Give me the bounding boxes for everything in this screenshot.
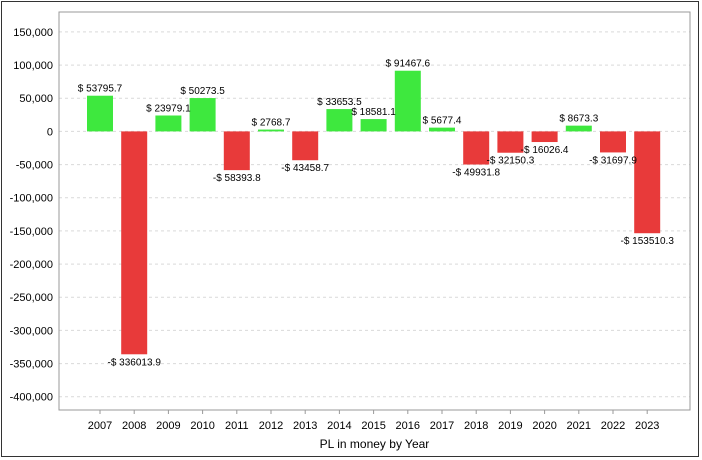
- gridlines: [59, 31, 690, 398]
- x-tick-label: 2015: [361, 420, 385, 432]
- x-tick-label: 2018: [464, 420, 488, 432]
- bar-2016: [394, 70, 421, 132]
- data-label-2012: $ 2768.7: [252, 118, 291, 129]
- x-tick-label: 2008: [122, 420, 146, 432]
- x-tick-label: 2021: [567, 420, 591, 432]
- y-tick-label: -300,000: [10, 325, 53, 337]
- bar-2007: [87, 95, 113, 132]
- bar-2019: [497, 131, 524, 153]
- x-axis-title: PL in money by Year: [320, 437, 430, 451]
- bars: [87, 70, 661, 355]
- y-tick-label: -400,000: [10, 392, 53, 404]
- bar-2010: [189, 98, 216, 132]
- x-tick-label: 2023: [635, 420, 659, 432]
- bar-2014: [326, 109, 353, 132]
- data-label-2016: $ 91467.6: [386, 59, 431, 70]
- x-tick-label: 2016: [396, 420, 420, 432]
- data-label-2007: $ 53795.7: [78, 84, 123, 95]
- y-tick-label: -150,000: [10, 226, 53, 238]
- bar-2021: [565, 125, 592, 132]
- bar-2022: [600, 131, 626, 153]
- data-label-2022: -$ 31697.9: [589, 155, 637, 166]
- bar-2008: [121, 131, 148, 355]
- x-tick-label: 2009: [156, 420, 180, 432]
- data-label-2010: $ 50273.5: [180, 86, 225, 97]
- y-tick-label: -100,000: [10, 193, 53, 205]
- bar-2023: [634, 131, 661, 234]
- y-axis-ticks: 150,000 100,000 50,000 0 -50,000 -100,000 -150…: [10, 27, 53, 404]
- y-tick-label: -350,000: [10, 359, 53, 371]
- data-label-2009: $ 23979.1: [146, 103, 191, 114]
- x-tick-label: 2012: [259, 420, 283, 432]
- x-tick-label: 2011: [225, 420, 249, 432]
- data-label-2015: $ 18581.1: [351, 107, 396, 118]
- bar-2015: [360, 119, 387, 132]
- bar-2013: [292, 131, 319, 161]
- data-label-2018: -$ 49931.8: [452, 168, 500, 179]
- x-tick-label: 2019: [498, 420, 522, 432]
- y-tick-label: 0: [47, 126, 53, 138]
- bar-2012: [258, 129, 284, 132]
- y-tick-label: -200,000: [10, 259, 53, 271]
- x-tick-label: 2013: [293, 420, 317, 432]
- y-tick-label: 50,000: [19, 93, 53, 105]
- data-label-2023: -$ 153510.3: [621, 236, 675, 247]
- data-label-2014: $ 33653.5: [317, 97, 362, 108]
- x-tick-label: 2017: [430, 420, 454, 432]
- data-label-2013: -$ 43458.7: [281, 163, 329, 174]
- x-tick-label: 2007: [88, 420, 112, 432]
- y-tick-label: 100,000: [13, 60, 53, 72]
- data-label-2020: -$ 16026.4: [521, 145, 569, 156]
- data-label-2011: -$ 58393.8: [213, 173, 261, 184]
- x-axis-ticks: 2007 2008 2009 2010 2011 2012 2013 2014 2015 2016…: [88, 410, 659, 432]
- data-label-2021: $ 8673.3: [559, 114, 598, 125]
- bar-2017: [429, 127, 455, 132]
- data-label-2019: -$ 32150.3: [486, 156, 534, 167]
- data-labels: $ 53795.7 -$ 336013.9 $ 23979.1 $ 50273.5 -$…: [78, 59, 675, 369]
- y-tick-label: 150,000: [13, 27, 53, 39]
- data-label-2017: $ 5677.4: [423, 116, 462, 127]
- y-tick-label: -250,000: [10, 292, 53, 304]
- bar-2020: [531, 131, 558, 143]
- plot-area-border: [58, 11, 691, 411]
- x-tick-label: 2014: [327, 420, 351, 432]
- bar-2018: [463, 131, 490, 165]
- data-label-2008: -$ 336013.9: [108, 357, 162, 368]
- x-tick-label: 2010: [190, 420, 214, 432]
- x-tick-label: 2022: [601, 420, 625, 432]
- bar-2011: [223, 131, 250, 171]
- x-tick-label: 2020: [532, 420, 556, 432]
- bar-2009: [155, 115, 182, 132]
- y-tick-label: -50,000: [16, 160, 53, 172]
